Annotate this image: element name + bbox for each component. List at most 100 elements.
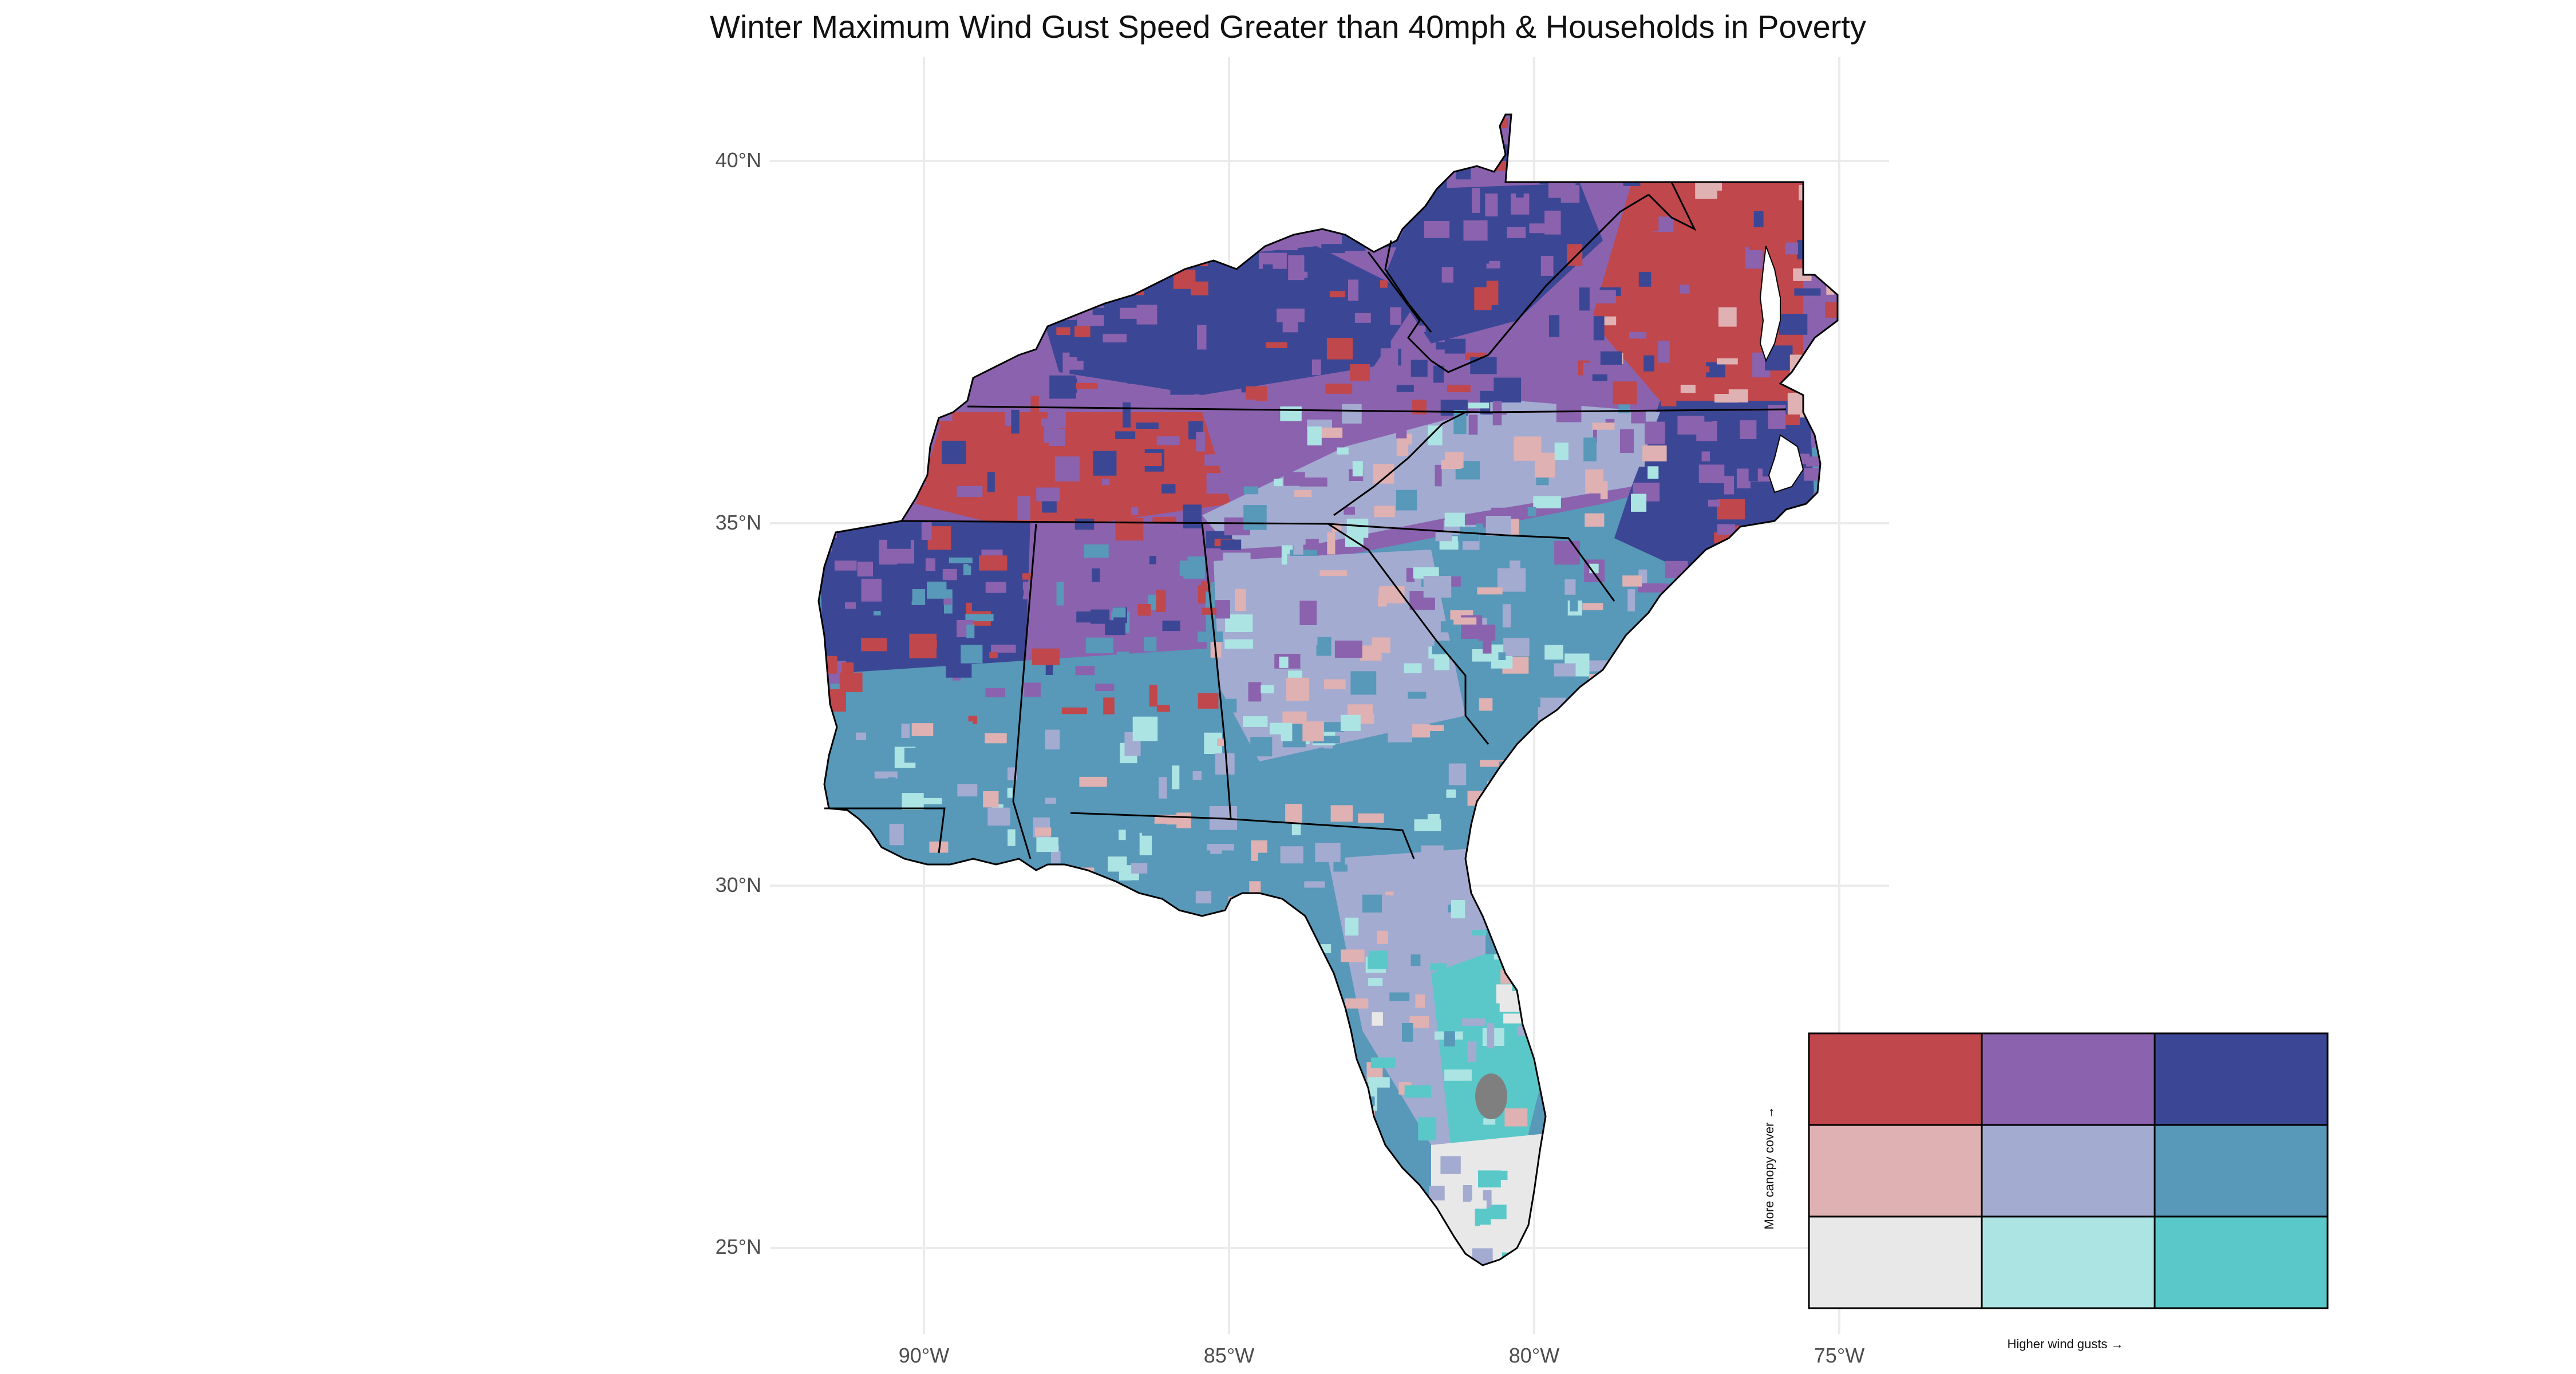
tract xyxy=(991,161,1006,177)
tract xyxy=(1115,518,1144,541)
tract xyxy=(942,939,958,957)
tract xyxy=(1736,1086,1764,1111)
tract xyxy=(906,358,915,382)
tract xyxy=(958,956,978,964)
tract xyxy=(1615,1072,1633,1087)
tract xyxy=(1182,887,1196,909)
tract xyxy=(961,721,973,744)
tract xyxy=(1271,575,1290,589)
tract xyxy=(1777,1247,1797,1265)
tract xyxy=(1467,1041,1477,1062)
tract xyxy=(1037,368,1051,379)
tract xyxy=(1550,1156,1571,1174)
tract xyxy=(1708,133,1717,157)
tract xyxy=(1236,193,1265,200)
tract xyxy=(916,317,937,325)
tract xyxy=(1153,243,1167,254)
tract xyxy=(1085,637,1113,654)
tract xyxy=(896,577,912,601)
tract xyxy=(1001,1154,1019,1161)
tract xyxy=(1483,630,1492,654)
tract xyxy=(1499,761,1527,784)
tract xyxy=(1578,1209,1592,1232)
tract xyxy=(1372,1012,1383,1026)
legend-cell-2-0 xyxy=(1808,1215,1983,1309)
tract xyxy=(1179,864,1192,870)
tract xyxy=(1380,1243,1404,1256)
tract xyxy=(1156,590,1166,612)
tract xyxy=(1824,368,1833,376)
tract xyxy=(857,137,876,152)
tract xyxy=(874,365,893,390)
tract xyxy=(1471,888,1489,898)
tract xyxy=(929,895,946,920)
tract xyxy=(1749,228,1775,250)
tract xyxy=(925,1156,949,1179)
tract xyxy=(1344,998,1369,1009)
tract xyxy=(968,976,986,997)
tract xyxy=(1653,918,1665,927)
tract xyxy=(1614,1149,1622,1163)
tract xyxy=(1032,1147,1054,1162)
tract xyxy=(1619,429,1634,453)
tract xyxy=(1601,1065,1627,1078)
tract xyxy=(921,235,949,248)
tract xyxy=(1411,204,1421,211)
tract xyxy=(819,1171,829,1183)
tract xyxy=(1600,1206,1622,1216)
tract xyxy=(1188,1231,1212,1238)
tract xyxy=(883,956,891,967)
tract xyxy=(922,797,942,804)
tract xyxy=(1582,603,1603,610)
tract xyxy=(1184,921,1209,941)
tract xyxy=(1283,1251,1303,1265)
tract xyxy=(1342,226,1366,251)
tract xyxy=(1630,1081,1656,1103)
tract xyxy=(1223,115,1238,132)
tract xyxy=(1444,1069,1472,1081)
tract xyxy=(1558,797,1578,812)
tract xyxy=(1061,707,1087,714)
tract xyxy=(1018,464,1040,484)
tract xyxy=(1371,165,1394,176)
tract xyxy=(1273,1207,1298,1230)
tract xyxy=(1634,927,1651,950)
tract xyxy=(1742,827,1755,841)
tract xyxy=(1139,453,1162,466)
tract xyxy=(986,427,995,447)
tract xyxy=(1344,789,1357,796)
tract xyxy=(1033,352,1049,370)
tract xyxy=(1780,674,1794,693)
tract xyxy=(890,275,902,285)
tract xyxy=(1258,1112,1276,1123)
tract xyxy=(1434,652,1449,670)
tract xyxy=(1170,1101,1186,1112)
tract xyxy=(1435,464,1442,487)
tract xyxy=(803,117,815,123)
tract xyxy=(1693,145,1702,156)
tract xyxy=(1017,1158,1029,1171)
tract xyxy=(1444,1031,1455,1047)
tract xyxy=(1000,990,1018,1008)
tract xyxy=(1611,783,1635,801)
tract xyxy=(1404,1258,1419,1265)
tract xyxy=(1811,886,1836,911)
tract xyxy=(1045,797,1064,804)
tract xyxy=(1326,1279,1347,1297)
tract xyxy=(1158,314,1167,322)
tract xyxy=(1777,114,1804,122)
tract xyxy=(1157,911,1179,918)
tract xyxy=(1514,970,1529,986)
tract xyxy=(1398,763,1419,788)
tract xyxy=(1307,1002,1328,1013)
tract xyxy=(1603,945,1619,968)
tract xyxy=(1073,942,1081,954)
tract xyxy=(1763,1280,1781,1299)
tract xyxy=(1076,221,1096,239)
tract xyxy=(962,1010,971,1023)
tract xyxy=(1656,706,1680,722)
tract xyxy=(1012,787,1032,802)
tract xyxy=(1320,1128,1330,1144)
tract xyxy=(863,407,883,429)
tract xyxy=(1746,1262,1760,1265)
